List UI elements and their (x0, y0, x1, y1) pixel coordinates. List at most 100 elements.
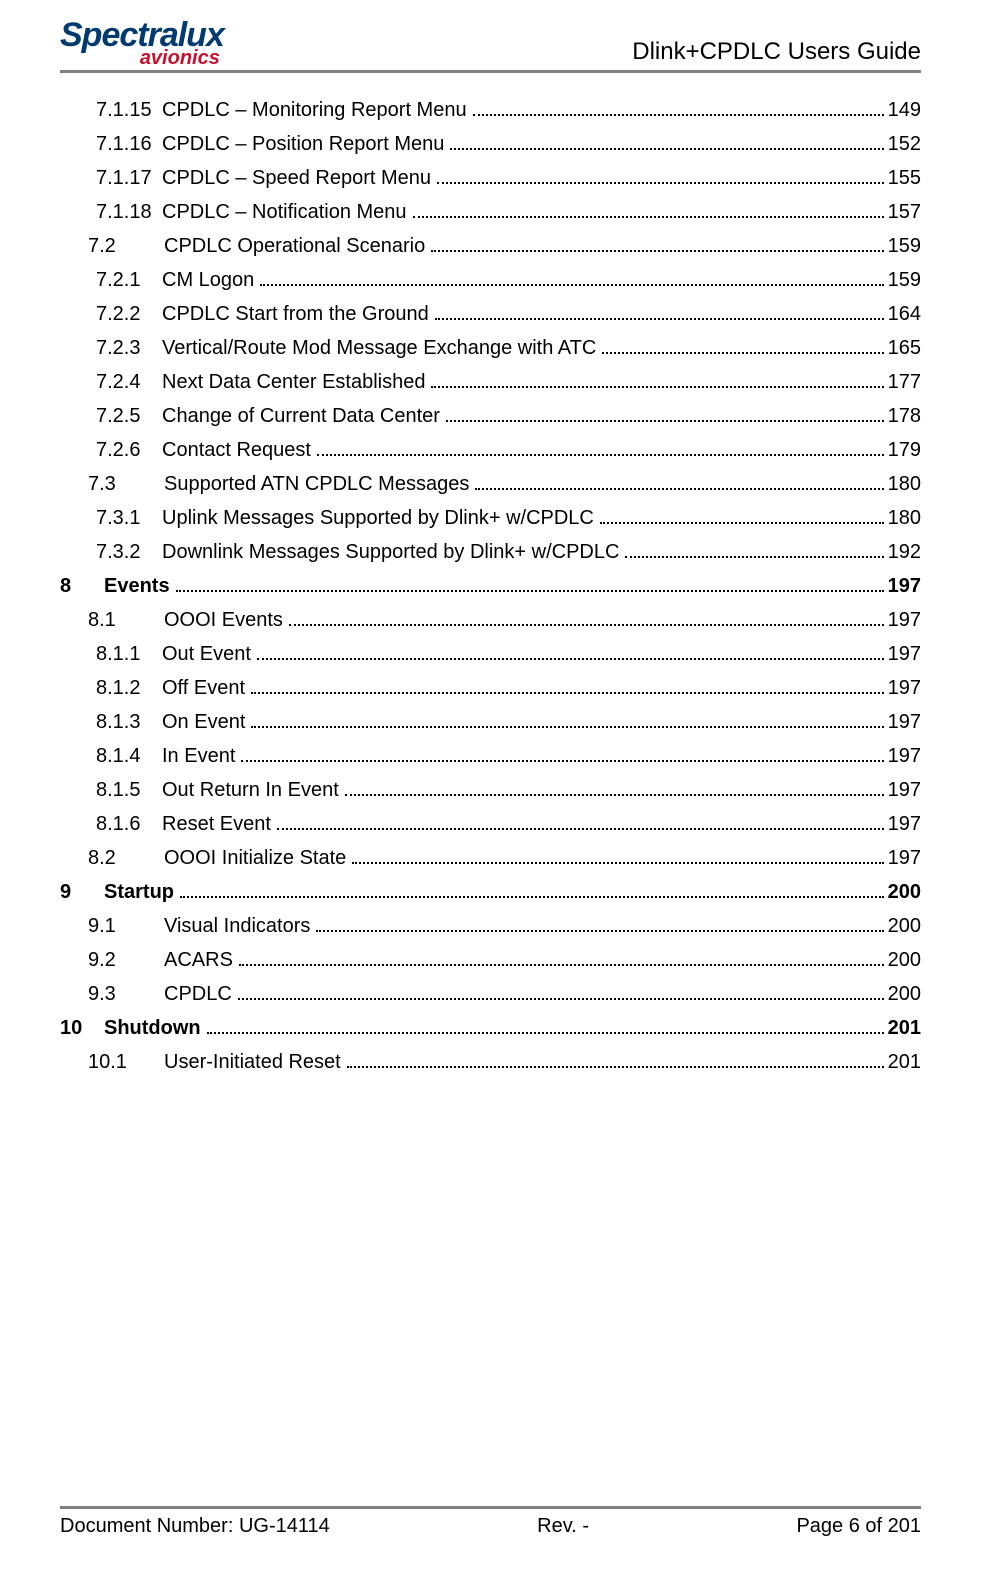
toc-title: Startup (104, 881, 174, 904)
toc-title: CPDLC (164, 983, 232, 1006)
toc-title: Supported ATN CPDLC Messages (164, 473, 469, 496)
toc-number: 8.1 (88, 609, 164, 632)
toc-page: 200 (888, 983, 921, 1006)
toc-title: Downlink Messages Supported by Dlink+ w/… (162, 541, 619, 564)
toc-leader (431, 238, 883, 252)
toc-line: 7.3.2Downlink Messages Supported by Dlin… (60, 541, 921, 564)
toc-page: 152 (888, 133, 921, 156)
toc-number: 7.2.1 (96, 269, 162, 292)
toc-line: 8Events197 (60, 575, 921, 598)
toc-title: OOOI Events (164, 609, 283, 632)
toc-number: 7.1.18 (96, 201, 162, 224)
toc-line: 8.1.3On Event197 (60, 711, 921, 734)
toc-page: 201 (888, 1051, 921, 1074)
toc-number: 9.1 (88, 915, 164, 938)
toc-leader (238, 986, 884, 1000)
toc-page: 197 (888, 575, 921, 598)
toc-title: Events (104, 575, 170, 598)
toc-title: On Event (162, 711, 245, 734)
toc-title: In Event (162, 745, 235, 768)
toc-leader (413, 204, 884, 218)
toc-number: 7.2.4 (96, 371, 162, 394)
toc-number: 9.3 (88, 983, 164, 1006)
toc-page: 197 (888, 643, 921, 666)
toc-line: 8.1OOOI Events197 (60, 609, 921, 632)
footer-doc-number-value: UG-14114 (239, 1515, 330, 1537)
toc-leader (446, 408, 884, 422)
toc-title: ACARS (164, 949, 233, 972)
toc-line: 7.2CPDLC Operational Scenario159 (60, 235, 921, 258)
toc-page: 197 (888, 779, 921, 802)
toc-title: Vertical/Route Mod Message Exchange with… (162, 337, 596, 360)
toc-leader (241, 748, 883, 762)
toc-title: CPDLC – Position Report Menu (162, 133, 444, 156)
toc-title: Shutdown (104, 1017, 201, 1040)
toc-number: 8.1.5 (96, 779, 162, 802)
toc-line: 8.1.4In Event 197 (60, 745, 921, 768)
toc-page: 165 (888, 337, 921, 360)
toc-page: 157 (888, 201, 921, 224)
toc-leader (289, 612, 884, 626)
toc-title: Visual Indicators (164, 915, 310, 938)
toc-title: User-Initiated Reset (164, 1051, 341, 1074)
toc-title: Uplink Messages Supported by Dlink+ w/CP… (162, 507, 594, 530)
toc-line: 8.2OOOI Initialize State197 (60, 847, 921, 870)
toc-page: 197 (888, 813, 921, 836)
toc-leader (207, 1020, 884, 1034)
footer-doc-number: Document Number: UG-14114 (60, 1515, 330, 1538)
toc-page: 159 (888, 269, 921, 292)
toc-leader (450, 136, 883, 150)
toc-line: 7.2.4Next Data Center Established177 (60, 371, 921, 394)
footer-page: Page 6 of 201 (796, 1515, 921, 1538)
toc-number: 7.1.15 (96, 99, 162, 122)
toc-number: 8.1.2 (96, 677, 162, 700)
toc-title: CPDLC Start from the Ground (162, 303, 429, 326)
document-title: Dlink+CPDLC Users Guide (632, 38, 921, 68)
header: Spectralux avionics Dlink+CPDLC Users Gu… (60, 0, 921, 68)
toc-number: 7.3.1 (96, 507, 162, 530)
toc-line: 7.2.1CM Logon159 (60, 269, 921, 292)
toc-number: 8.1.4 (96, 745, 162, 768)
toc-number: 10.1 (88, 1051, 164, 1074)
header-rule (60, 70, 921, 73)
toc-leader (625, 544, 883, 558)
toc-page: 149 (888, 99, 921, 122)
toc-line: 7.3Supported ATN CPDLC Messages180 (60, 473, 921, 496)
toc-line: 7.2.2CPDLC Start from the Ground164 (60, 303, 921, 326)
toc-number: 7.3 (88, 473, 164, 496)
toc-leader (180, 884, 884, 898)
toc-number: 7.2 (88, 235, 164, 258)
toc-leader (475, 476, 883, 490)
toc-page: 197 (888, 745, 921, 768)
toc-number: 9.2 (88, 949, 164, 972)
toc-title: OOOI Initialize State (164, 847, 346, 870)
toc-number: 7.2.6 (96, 439, 162, 462)
toc-line: 8.1.1Out Event197 (60, 643, 921, 666)
toc-line: 10.1User-Initiated Reset 201 (60, 1051, 921, 1074)
footer-rule (60, 1506, 921, 1509)
page: Spectralux avionics Dlink+CPDLC Users Gu… (0, 0, 981, 1580)
toc-line: 9.2ACARS200 (60, 949, 921, 972)
toc-number: 7.1.16 (96, 133, 162, 156)
toc-leader (277, 816, 884, 830)
toc-line: 7.1.18CPDLC – Notification Menu157 (60, 201, 921, 224)
toc-leader (257, 646, 884, 660)
toc-line: 7.2.5Change of Current Data Center178 (60, 405, 921, 428)
toc-line: 9.1Visual Indicators200 (60, 915, 921, 938)
toc-leader (600, 510, 884, 524)
toc-leader (251, 714, 883, 728)
toc-line: 10Shutdown201 (60, 1017, 921, 1040)
toc-number: 8.1.1 (96, 643, 162, 666)
toc-number: 8.1.6 (96, 813, 162, 836)
logo: Spectralux avionics (60, 18, 224, 68)
toc-number: 8.1.3 (96, 711, 162, 734)
toc-page: 201 (888, 1017, 921, 1040)
toc-number: 7.2.2 (96, 303, 162, 326)
toc-leader (345, 782, 884, 796)
toc-line: 7.2.6Contact Request179 (60, 439, 921, 462)
toc-leader (239, 952, 884, 966)
toc-line: 9.3CPDLC 200 (60, 983, 921, 1006)
toc-line: 8.1.6Reset Event197 (60, 813, 921, 836)
table-of-contents: 7.1.15CPDLC – Monitoring Report Menu1497… (60, 99, 921, 1074)
toc-line: 7.3.1Uplink Messages Supported by Dlink+… (60, 507, 921, 530)
